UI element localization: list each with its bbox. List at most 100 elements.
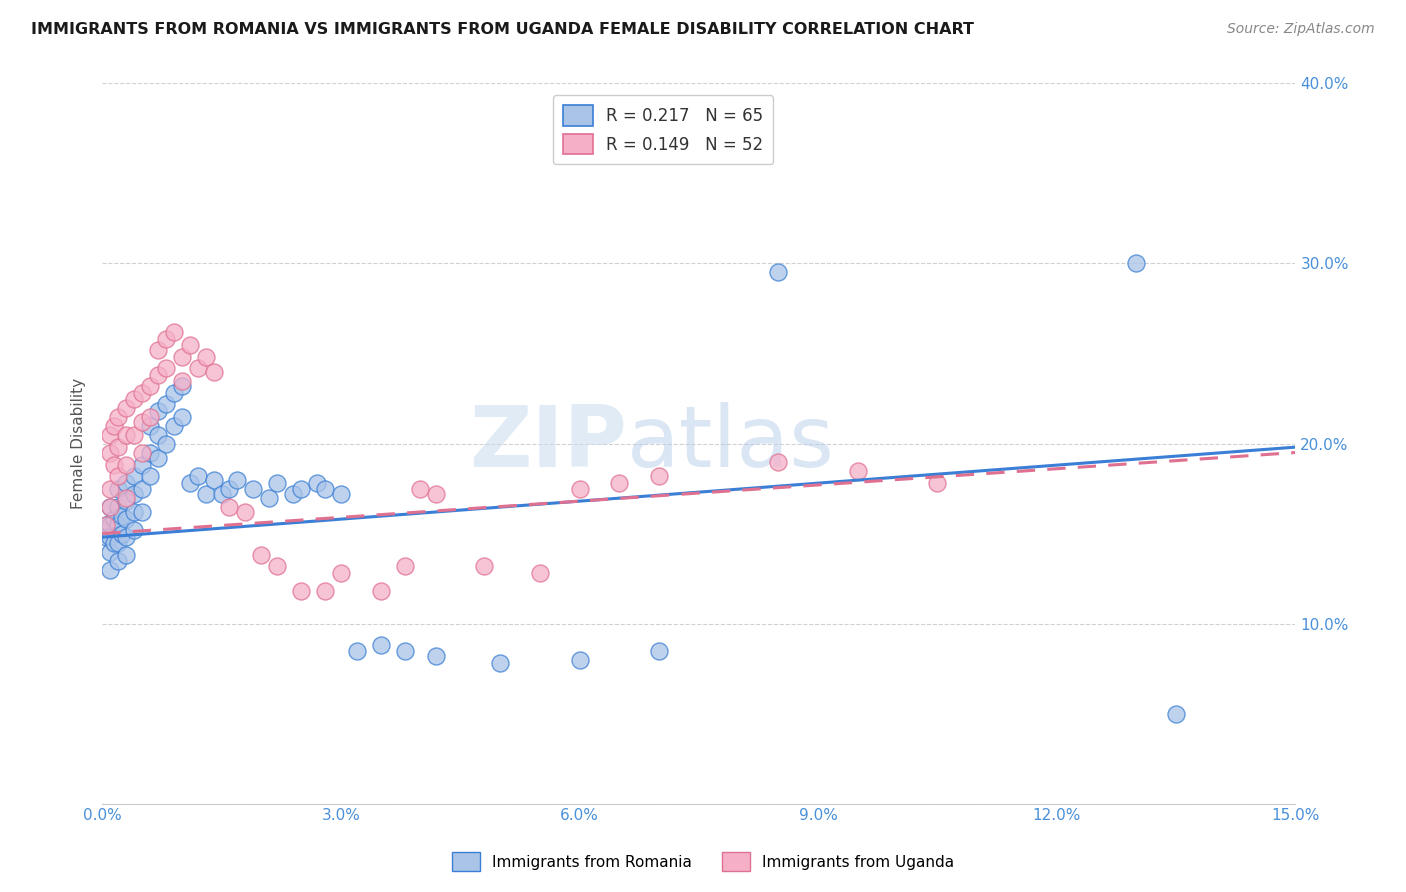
Point — [122, 392, 145, 406]
Legend: R = 0.217   N = 65, R = 0.149   N = 52: R = 0.217 N = 65, R = 0.149 N = 52 — [553, 95, 773, 164]
Point — [115, 458, 138, 472]
Point — [472, 558, 495, 573]
Point — [155, 436, 177, 450]
Point — [202, 473, 225, 487]
Point — [346, 643, 368, 657]
Point — [846, 464, 869, 478]
Point — [688, 121, 710, 136]
Point — [98, 500, 121, 514]
Point — [98, 500, 121, 514]
Point — [155, 360, 177, 375]
Point — [163, 418, 186, 433]
Point — [194, 487, 217, 501]
Point — [394, 558, 416, 573]
Point — [425, 487, 447, 501]
Point — [139, 379, 162, 393]
Point — [139, 418, 162, 433]
Point — [115, 491, 138, 505]
Point — [98, 427, 121, 442]
Point — [648, 643, 671, 657]
Point — [98, 517, 121, 532]
Point — [170, 409, 193, 424]
Point — [202, 364, 225, 378]
Point — [115, 530, 138, 544]
Point — [96, 530, 118, 544]
Point — [146, 450, 169, 465]
Point — [163, 386, 186, 401]
Point — [146, 343, 169, 357]
Point — [568, 652, 591, 666]
Point — [103, 418, 125, 433]
Point — [98, 563, 121, 577]
Point — [98, 482, 121, 496]
Point — [115, 476, 138, 491]
Point — [107, 517, 129, 532]
Text: Source: ZipAtlas.com: Source: ZipAtlas.com — [1227, 22, 1375, 37]
Point — [107, 469, 129, 483]
Point — [370, 638, 392, 652]
Point — [122, 487, 145, 501]
Point — [1125, 256, 1147, 270]
Point — [242, 482, 264, 496]
Point — [329, 487, 352, 501]
Point — [170, 350, 193, 364]
Point — [98, 544, 121, 558]
Point — [235, 505, 257, 519]
Point — [170, 374, 193, 388]
Point — [98, 445, 121, 459]
Text: atlas: atlas — [627, 402, 835, 485]
Point — [489, 656, 512, 670]
Point — [115, 512, 138, 526]
Point — [107, 409, 129, 424]
Point — [927, 476, 949, 491]
Point — [111, 526, 134, 541]
Point — [768, 454, 790, 468]
Point — [107, 535, 129, 549]
Point — [768, 265, 790, 279]
Point — [122, 427, 145, 442]
Point — [568, 482, 591, 496]
Point — [122, 505, 145, 519]
Point — [131, 445, 153, 459]
Point — [250, 548, 273, 562]
Point — [131, 482, 153, 496]
Point — [155, 397, 177, 411]
Point — [314, 482, 336, 496]
Point — [1166, 706, 1188, 721]
Point — [131, 386, 153, 401]
Legend: Immigrants from Romania, Immigrants from Uganda: Immigrants from Romania, Immigrants from… — [446, 847, 960, 877]
Point — [409, 482, 432, 496]
Point — [305, 476, 328, 491]
Y-axis label: Female Disability: Female Disability — [72, 378, 86, 509]
Point — [107, 482, 129, 496]
Text: IMMIGRANTS FROM ROMANIA VS IMMIGRANTS FROM UGANDA FEMALE DISABILITY CORRELATION : IMMIGRANTS FROM ROMANIA VS IMMIGRANTS FR… — [31, 22, 974, 37]
Point — [115, 494, 138, 508]
Point — [146, 404, 169, 418]
Point — [266, 476, 288, 491]
Point — [115, 427, 138, 442]
Point — [648, 469, 671, 483]
Point — [107, 440, 129, 454]
Point — [179, 337, 201, 351]
Point — [111, 508, 134, 523]
Point — [103, 535, 125, 549]
Point — [115, 548, 138, 562]
Point — [131, 415, 153, 429]
Point — [107, 553, 129, 567]
Point — [103, 458, 125, 472]
Point — [394, 643, 416, 657]
Point — [187, 469, 209, 483]
Point — [211, 487, 233, 501]
Point — [139, 445, 162, 459]
Point — [115, 401, 138, 415]
Point — [98, 530, 121, 544]
Point — [370, 584, 392, 599]
Point — [107, 500, 129, 514]
Point — [187, 360, 209, 375]
Point — [122, 523, 145, 537]
Point — [226, 473, 249, 487]
Point — [146, 368, 169, 383]
Point — [425, 648, 447, 663]
Point — [103, 512, 125, 526]
Point — [329, 566, 352, 581]
